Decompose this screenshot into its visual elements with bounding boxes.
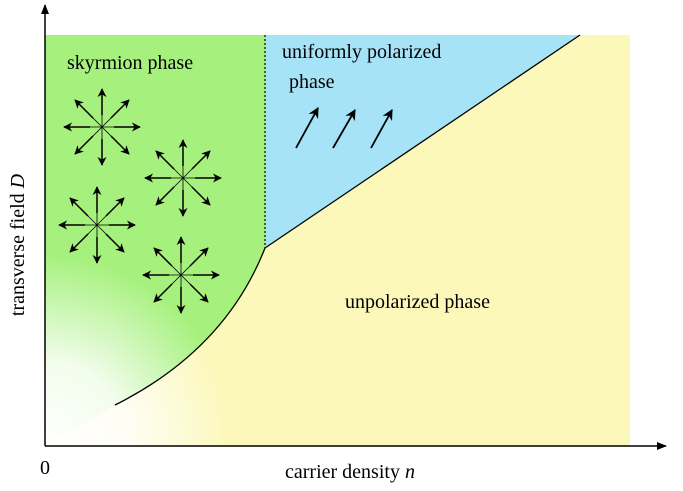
- fade: [45, 250, 305, 446]
- region-label: phase: [289, 71, 335, 93]
- skyrmion-icon: [64, 89, 140, 165]
- region-label: unpolarized phase: [345, 291, 490, 313]
- region-label: skyrmion phase: [67, 52, 193, 74]
- x-axis-text: carrier density: [285, 461, 400, 483]
- origin-label: 0: [40, 457, 50, 479]
- y-axis-text: transverse field: [7, 193, 29, 316]
- y-axis-variable: D: [7, 173, 29, 189]
- y-axis-label: transverse field D: [7, 173, 29, 316]
- skyrmion-icon: [59, 187, 135, 263]
- skyrmion-icon: [143, 237, 219, 313]
- phase-diagram: skyrmion phase uniformly polarized phase…: [0, 0, 683, 491]
- x-axis-variable: n: [405, 461, 415, 483]
- x-axis-label: carrier density n: [285, 461, 415, 483]
- region-label: uniformly polarized: [282, 41, 441, 63]
- skyrmion-icon: [145, 140, 221, 216]
